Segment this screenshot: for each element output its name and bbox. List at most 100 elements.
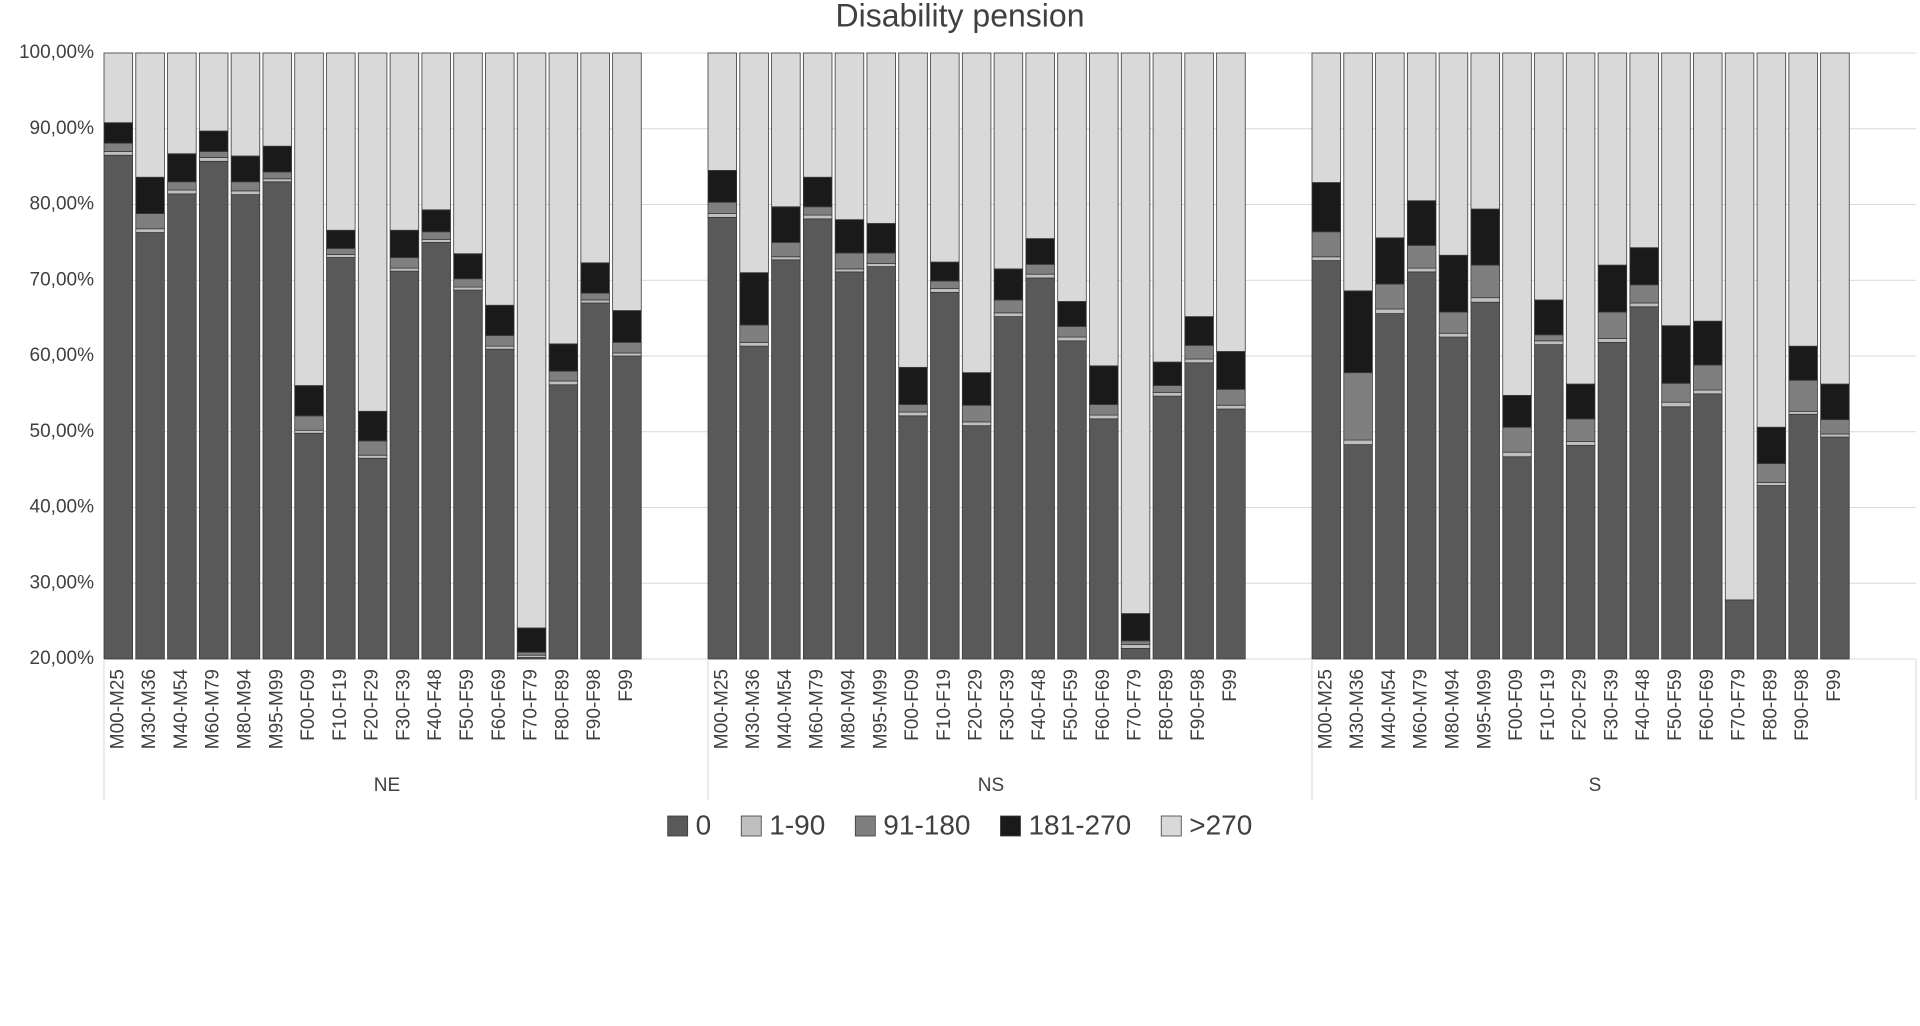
bar-segment (802, 214, 833, 220)
y-tick-label: 20,00% (30, 648, 95, 669)
x-tick-label: M95-M99 (870, 669, 891, 749)
bar-segment (1788, 345, 1818, 381)
bar-segment (1438, 336, 1469, 660)
bar-segment (961, 421, 992, 427)
bar-segment (548, 380, 579, 386)
bar-segment (294, 385, 324, 417)
bar-segment (1216, 408, 1246, 660)
bar-segment (1057, 340, 1087, 660)
bar-segment (485, 52, 515, 306)
bar-segment (930, 280, 960, 289)
bar-segment (961, 372, 992, 406)
bar-segment (135, 232, 165, 660)
bar-segment (1343, 290, 1373, 374)
bar-segment (1756, 485, 1787, 660)
bar-segment (1025, 277, 1055, 660)
bar-segment (1534, 299, 1564, 336)
bar-segment (993, 268, 1024, 301)
bar-segment (1597, 52, 1628, 266)
bar-segment (866, 223, 896, 254)
bar-segment (1788, 413, 1818, 660)
bar-segment (1184, 358, 1214, 364)
bar-segment (421, 238, 451, 243)
bar-segment (1184, 316, 1214, 346)
bar-segment (1661, 52, 1691, 327)
bar-segment (1375, 283, 1405, 310)
bar-segment (1184, 362, 1214, 660)
legend-label: 0 (696, 809, 712, 840)
bar-segment (707, 52, 738, 171)
bar-segment (1756, 463, 1787, 483)
bar-segment (103, 154, 134, 660)
bar-segment (1057, 336, 1087, 342)
bar-segment (1756, 52, 1787, 428)
bar-segment (580, 262, 610, 294)
bar-segment (1724, 599, 1755, 660)
x-tick-label: F90-F98 (584, 669, 605, 741)
bar-segment (389, 270, 420, 660)
bar-segment (1565, 418, 1596, 442)
legend-swatch (1160, 815, 1182, 837)
bar-segment (771, 52, 801, 208)
bar-segment (1693, 364, 1723, 391)
bar-segment (1693, 389, 1723, 395)
bar-segment (739, 341, 769, 347)
bar-segment (1502, 52, 1532, 396)
bar-segment (167, 193, 197, 660)
bar-segment (262, 171, 292, 180)
bar-segment (167, 181, 197, 191)
bar-segment (326, 248, 356, 255)
bar-segment (1629, 247, 1659, 286)
bar-segment (230, 190, 261, 196)
bar-segment (898, 366, 928, 405)
bar-segment (707, 216, 738, 660)
bar-segment (262, 178, 292, 183)
chart-title: Disability pension (835, 0, 1084, 33)
x-tick-label: M60-M79 (807, 669, 828, 749)
bar-segment (453, 286, 483, 291)
bar-segment (834, 252, 865, 270)
bar-segment (453, 278, 483, 288)
bar-segment (1375, 308, 1405, 314)
bar-segment (421, 231, 451, 240)
bar-segment (866, 266, 896, 660)
bar-segment (262, 181, 292, 660)
bar-segment (1406, 245, 1437, 269)
bar-segment (198, 157, 229, 162)
legend-swatch (667, 815, 689, 837)
legend-label: 1-90 (769, 809, 825, 840)
x-tick-label: M95-M99 (266, 669, 287, 749)
x-tick-label: F20-F29 (1570, 669, 1591, 741)
bar-segment (1120, 640, 1151, 646)
y-tick-label: 30,00% (30, 572, 95, 593)
bar-segment (1057, 52, 1087, 302)
bar-segment (612, 310, 642, 343)
bar-segment (1025, 273, 1055, 279)
bar-segment (961, 425, 992, 660)
x-tick-label: F80-F89 (552, 669, 573, 741)
legend-label: >270 (1189, 809, 1252, 840)
bar-segment (771, 256, 801, 261)
x-tick-label: F70-F79 (521, 669, 542, 741)
bar-segment (1120, 644, 1151, 649)
bar-segment (1565, 52, 1596, 385)
bar-segment (1216, 404, 1246, 410)
bar-segment (1438, 332, 1469, 338)
group-label: NE (374, 775, 400, 796)
x-tick-label: F99 (616, 669, 637, 702)
bar-segment (198, 160, 229, 660)
legend-label: 181-270 (1028, 809, 1131, 840)
bar-segment (802, 218, 833, 660)
bar-segment (516, 651, 547, 656)
x-tick-label: M30-M36 (743, 669, 764, 749)
legend-swatch (1000, 815, 1021, 837)
bar-segment (1661, 382, 1691, 403)
bar-segment (1693, 52, 1723, 322)
bar-segment (930, 288, 960, 293)
bar-segment (993, 52, 1024, 270)
bar-segment (453, 52, 483, 255)
y-tick-label: 80,00% (30, 194, 95, 215)
bar-segment (1788, 379, 1818, 412)
y-tick-label: 50,00% (30, 421, 95, 442)
bar-segment (1470, 301, 1500, 660)
